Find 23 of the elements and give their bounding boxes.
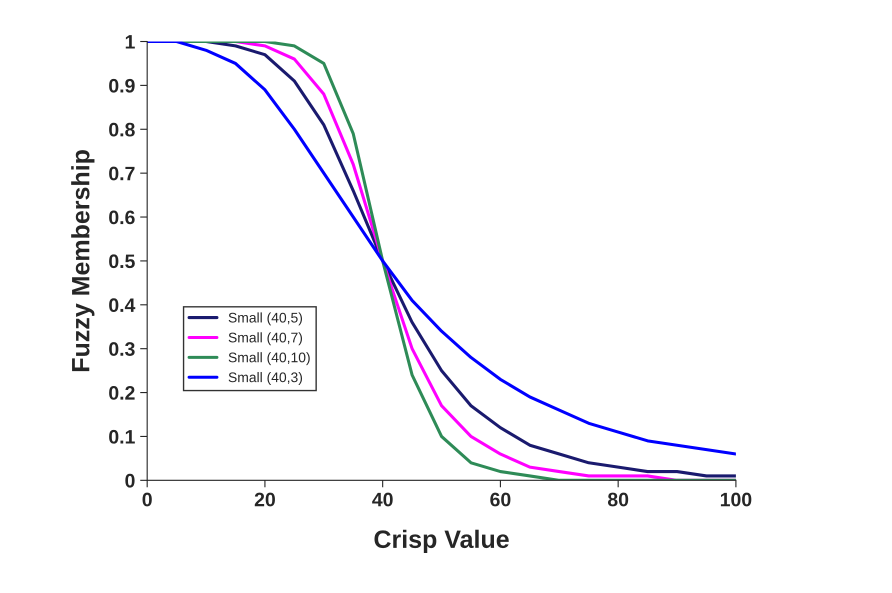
y-tick-label: 0.7	[109, 166, 135, 180]
y-tick-label: 0.2	[109, 386, 135, 400]
x-tick-label: 80	[608, 492, 628, 506]
x-tick-label: 20	[254, 492, 275, 506]
x-tick-label: 60	[490, 492, 510, 506]
y-tick-label: 0.5	[109, 254, 135, 268]
legend-label: Small (40,10)	[228, 352, 310, 366]
y-tick-label: 0.6	[109, 210, 135, 224]
legend-label: Small (40,5)	[228, 312, 302, 326]
legend-label: Small (40,7)	[228, 332, 302, 346]
y-axis-title: Fuzzy Membership	[71, 150, 94, 372]
y-tick-label: 0.9	[109, 78, 135, 93]
y-tick-label: 1	[126, 35, 135, 49]
x-axis-title: Crisp Value	[374, 530, 509, 554]
x-tick-label: 100	[720, 492, 752, 506]
x-tick-label: 40	[372, 492, 393, 506]
y-tick-label: 0	[125, 474, 135, 488]
legend-label: Small (40,3)	[228, 372, 302, 385]
y-tick-label: 0.3	[109, 342, 135, 356]
x-tick-label: 0	[142, 492, 152, 506]
y-tick-label: 0.8	[109, 122, 135, 137]
y-tick-label: 0.1	[109, 430, 135, 444]
y-tick-label: 0.4	[109, 298, 136, 312]
